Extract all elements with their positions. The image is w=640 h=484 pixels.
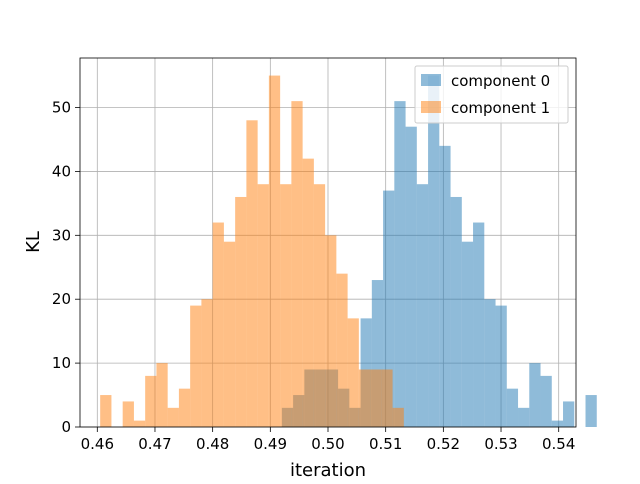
- histogram-bar: [495, 305, 507, 427]
- histogram-bar: [473, 222, 485, 427]
- legend: component 0 component 1: [414, 65, 569, 124]
- histogram-bar: [518, 407, 530, 427]
- x-tick-label: 0.48: [196, 435, 229, 453]
- x-tick-label: 0.52: [427, 435, 460, 453]
- histogram-bar: [336, 273, 348, 427]
- legend-label-component-1: component 1: [451, 99, 550, 117]
- histogram-bar: [223, 241, 236, 427]
- axis-ticks: 0.46 0.47 0.48 0.49 0.50 0.51 0.52 0.53 0.54 0 10 2…: [52, 99, 575, 453]
- histogram-bar: [145, 375, 157, 427]
- histogram-bar: [156, 363, 168, 427]
- histogram-bar: [291, 101, 303, 427]
- histogram-bar: [383, 190, 395, 427]
- y-tick-label: 30: [52, 226, 71, 244]
- histogram-bar: [268, 75, 281, 428]
- x-tick-label: 0.53: [484, 435, 517, 453]
- x-tick-label: 0.54: [542, 435, 575, 453]
- histogram-bar: [450, 196, 462, 427]
- histogram-bar: [381, 369, 393, 427]
- series-component-0: [281, 75, 597, 428]
- legend-swatch-component-1: [421, 101, 441, 113]
- histogram-bar: [246, 120, 258, 427]
- legend-box: [414, 65, 569, 124]
- series-component-1: [100, 75, 404, 428]
- histogram-bar: [280, 184, 292, 427]
- y-axis-label: KL: [23, 231, 44, 253]
- y-tick-label: 20: [52, 290, 71, 308]
- histogram-bar: [551, 420, 564, 427]
- legend-label-component-0: component 0: [451, 72, 550, 90]
- histogram-bar: [347, 318, 359, 427]
- histogram-bar: [371, 280, 384, 427]
- histogram-bar: [302, 158, 314, 428]
- histogram-bar: [563, 401, 575, 427]
- histogram-bar: [167, 407, 179, 427]
- histogram-bar: [484, 299, 496, 427]
- histogram-bar: [392, 407, 404, 427]
- histogram-bar: [540, 375, 552, 427]
- histogram-bar: [529, 363, 541, 427]
- histogram-bar: [506, 388, 519, 427]
- histogram-bar: [100, 395, 112, 427]
- histogram-bar: [257, 184, 269, 427]
- histogram-bar: [122, 401, 134, 427]
- x-tick-label: 0.46: [81, 435, 114, 453]
- histogram-bar: [585, 395, 597, 427]
- histogram-bar: [428, 75, 440, 428]
- histogram-bar: [133, 420, 146, 427]
- histogram-bar: [370, 369, 382, 427]
- histogram-bar: [178, 388, 191, 427]
- histogram-bar: [313, 184, 326, 427]
- x-tick-label: 0.50: [311, 435, 344, 453]
- x-axis-label: iteration: [290, 460, 366, 480]
- histogram-bar: [439, 145, 451, 427]
- histogram-bar: [212, 222, 224, 427]
- histogram-bar: [405, 126, 417, 428]
- x-tick-label: 0.47: [138, 435, 171, 453]
- x-tick-label: 0.49: [254, 435, 287, 453]
- y-tick-label: 40: [52, 162, 71, 180]
- histogram-bars: [100, 75, 597, 428]
- histogram-bar: [394, 101, 406, 427]
- histogram-bar: [325, 235, 337, 427]
- histogram-bar: [235, 196, 247, 427]
- histogram-bar: [190, 305, 202, 427]
- y-tick-label: 0: [61, 418, 71, 436]
- histogram-bar: [201, 299, 213, 427]
- histogram-bar: [416, 184, 429, 427]
- legend-swatch-component-0: [421, 74, 441, 86]
- y-tick-label: 50: [52, 99, 71, 117]
- histogram-bar: [461, 241, 474, 427]
- x-tick-label: 0.51: [369, 435, 402, 453]
- histogram-bar: [358, 369, 371, 427]
- y-tick-label: 10: [52, 354, 71, 372]
